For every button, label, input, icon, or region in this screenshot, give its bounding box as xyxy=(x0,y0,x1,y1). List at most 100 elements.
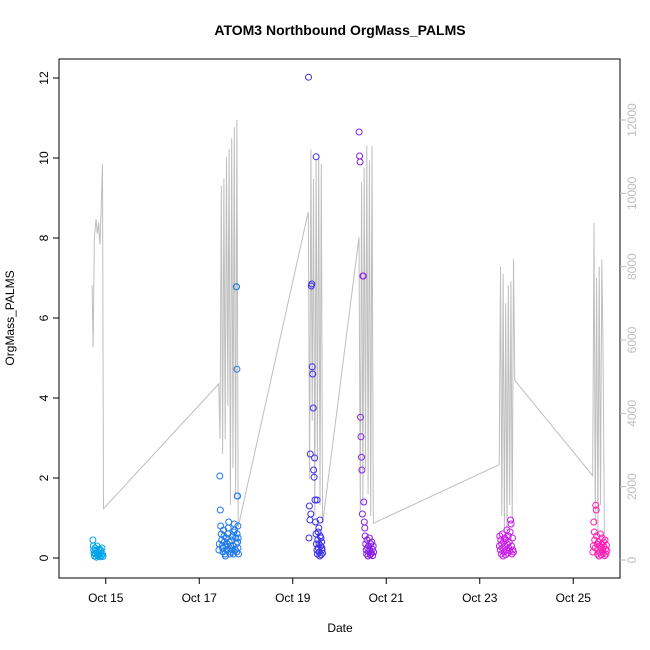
y-tick-label: 2 xyxy=(37,474,51,481)
data-point xyxy=(370,548,378,556)
data-point xyxy=(592,506,600,514)
y2-tick-label: 6000 xyxy=(625,326,639,353)
data-point xyxy=(319,549,326,557)
data-point xyxy=(361,524,369,532)
data-point xyxy=(216,506,224,514)
data-point xyxy=(317,542,325,550)
data-point xyxy=(602,550,610,558)
y-axis-title: OrgMass_PALMS xyxy=(3,270,17,365)
y2-tick-label: 12000 xyxy=(625,103,639,137)
data-point xyxy=(233,365,241,373)
y-tick-label: 0 xyxy=(37,554,51,561)
data-point xyxy=(216,472,224,480)
x-tick-label: Oct 19 xyxy=(275,591,311,605)
data-point xyxy=(507,516,515,524)
axes: 0 2 4 6 8 10 12 0 2000 4000 6000 8000 10000 12000 Oct … xyxy=(37,58,639,605)
y-tick-label: 4 xyxy=(37,394,51,401)
data-point xyxy=(309,404,317,412)
data-point xyxy=(228,546,236,554)
data-point xyxy=(603,547,611,555)
data-point xyxy=(312,518,319,526)
y2-tick-label: 8000 xyxy=(625,253,639,280)
data-point xyxy=(357,413,364,421)
data-point xyxy=(233,530,241,538)
y2-tick-label: 10000 xyxy=(625,176,639,210)
data-point xyxy=(590,528,598,536)
data-point xyxy=(602,545,609,553)
data-point xyxy=(509,534,516,542)
data-point xyxy=(361,532,369,540)
data-point xyxy=(592,501,600,509)
data-point xyxy=(309,370,317,378)
data-point xyxy=(596,530,604,538)
x-tick-label: Oct 17 xyxy=(182,591,218,605)
data-point xyxy=(318,546,326,554)
data-point xyxy=(233,283,241,291)
data-point xyxy=(313,496,321,504)
data-point xyxy=(368,538,376,546)
data-point xyxy=(235,550,242,558)
data-point xyxy=(232,540,240,548)
data-point xyxy=(318,544,326,552)
data-point xyxy=(317,534,325,542)
data-point xyxy=(601,536,609,544)
x-tick-label: Oct 25 xyxy=(556,591,592,605)
data-point xyxy=(305,73,312,81)
data-point xyxy=(308,363,316,371)
y-tick-label: 10 xyxy=(37,151,51,165)
data-point xyxy=(314,544,322,552)
data-point xyxy=(358,453,365,461)
data-point xyxy=(219,548,227,556)
data-point xyxy=(590,518,598,526)
y2-tick-label: 2000 xyxy=(625,473,639,500)
data-point xyxy=(305,502,313,510)
data-point xyxy=(507,520,515,528)
data-point xyxy=(308,280,316,288)
data-point xyxy=(315,524,323,532)
chart-title: ATOM3 Northbound OrgMass_PALMS xyxy=(214,22,465,38)
data-point xyxy=(234,522,242,530)
x-tick-label: Oct 21 xyxy=(369,591,405,605)
data-points xyxy=(89,73,611,561)
data-point xyxy=(356,158,364,166)
data-point xyxy=(314,528,322,536)
data-point xyxy=(508,542,515,550)
data-point xyxy=(358,510,366,518)
x-tick-label: Oct 23 xyxy=(462,591,498,605)
x-axis-title: Date xyxy=(327,621,353,635)
data-point xyxy=(597,551,605,559)
y-tick-label: 8 xyxy=(37,234,51,241)
data-point xyxy=(310,473,318,481)
data-point xyxy=(508,550,516,558)
y-tick-label: 12 xyxy=(37,71,51,85)
data-point xyxy=(307,510,315,518)
data-point xyxy=(310,466,318,474)
y-tick-label: 6 xyxy=(37,314,51,321)
data-point xyxy=(506,528,514,536)
data-point xyxy=(306,450,314,458)
data-point xyxy=(509,548,517,556)
data-point xyxy=(233,548,241,556)
data-point xyxy=(503,540,511,548)
data-point xyxy=(358,466,366,474)
data-point xyxy=(359,272,367,280)
data-point xyxy=(234,492,242,500)
y2-tick-label: 4000 xyxy=(625,400,639,427)
data-point xyxy=(312,153,320,161)
data-point xyxy=(357,433,365,441)
x-tick-label: Oct 15 xyxy=(88,591,124,605)
data-point xyxy=(99,552,107,560)
data-point xyxy=(234,534,242,542)
data-point xyxy=(311,496,319,504)
data-point xyxy=(498,530,506,538)
y2-tick-label: 0 xyxy=(625,556,639,563)
data-point xyxy=(305,534,313,542)
data-point xyxy=(355,128,363,136)
data-point xyxy=(369,552,377,560)
data-point xyxy=(316,516,324,524)
data-point xyxy=(311,454,319,462)
data-point xyxy=(317,551,325,559)
data-point xyxy=(360,498,368,506)
data-point xyxy=(501,534,508,542)
